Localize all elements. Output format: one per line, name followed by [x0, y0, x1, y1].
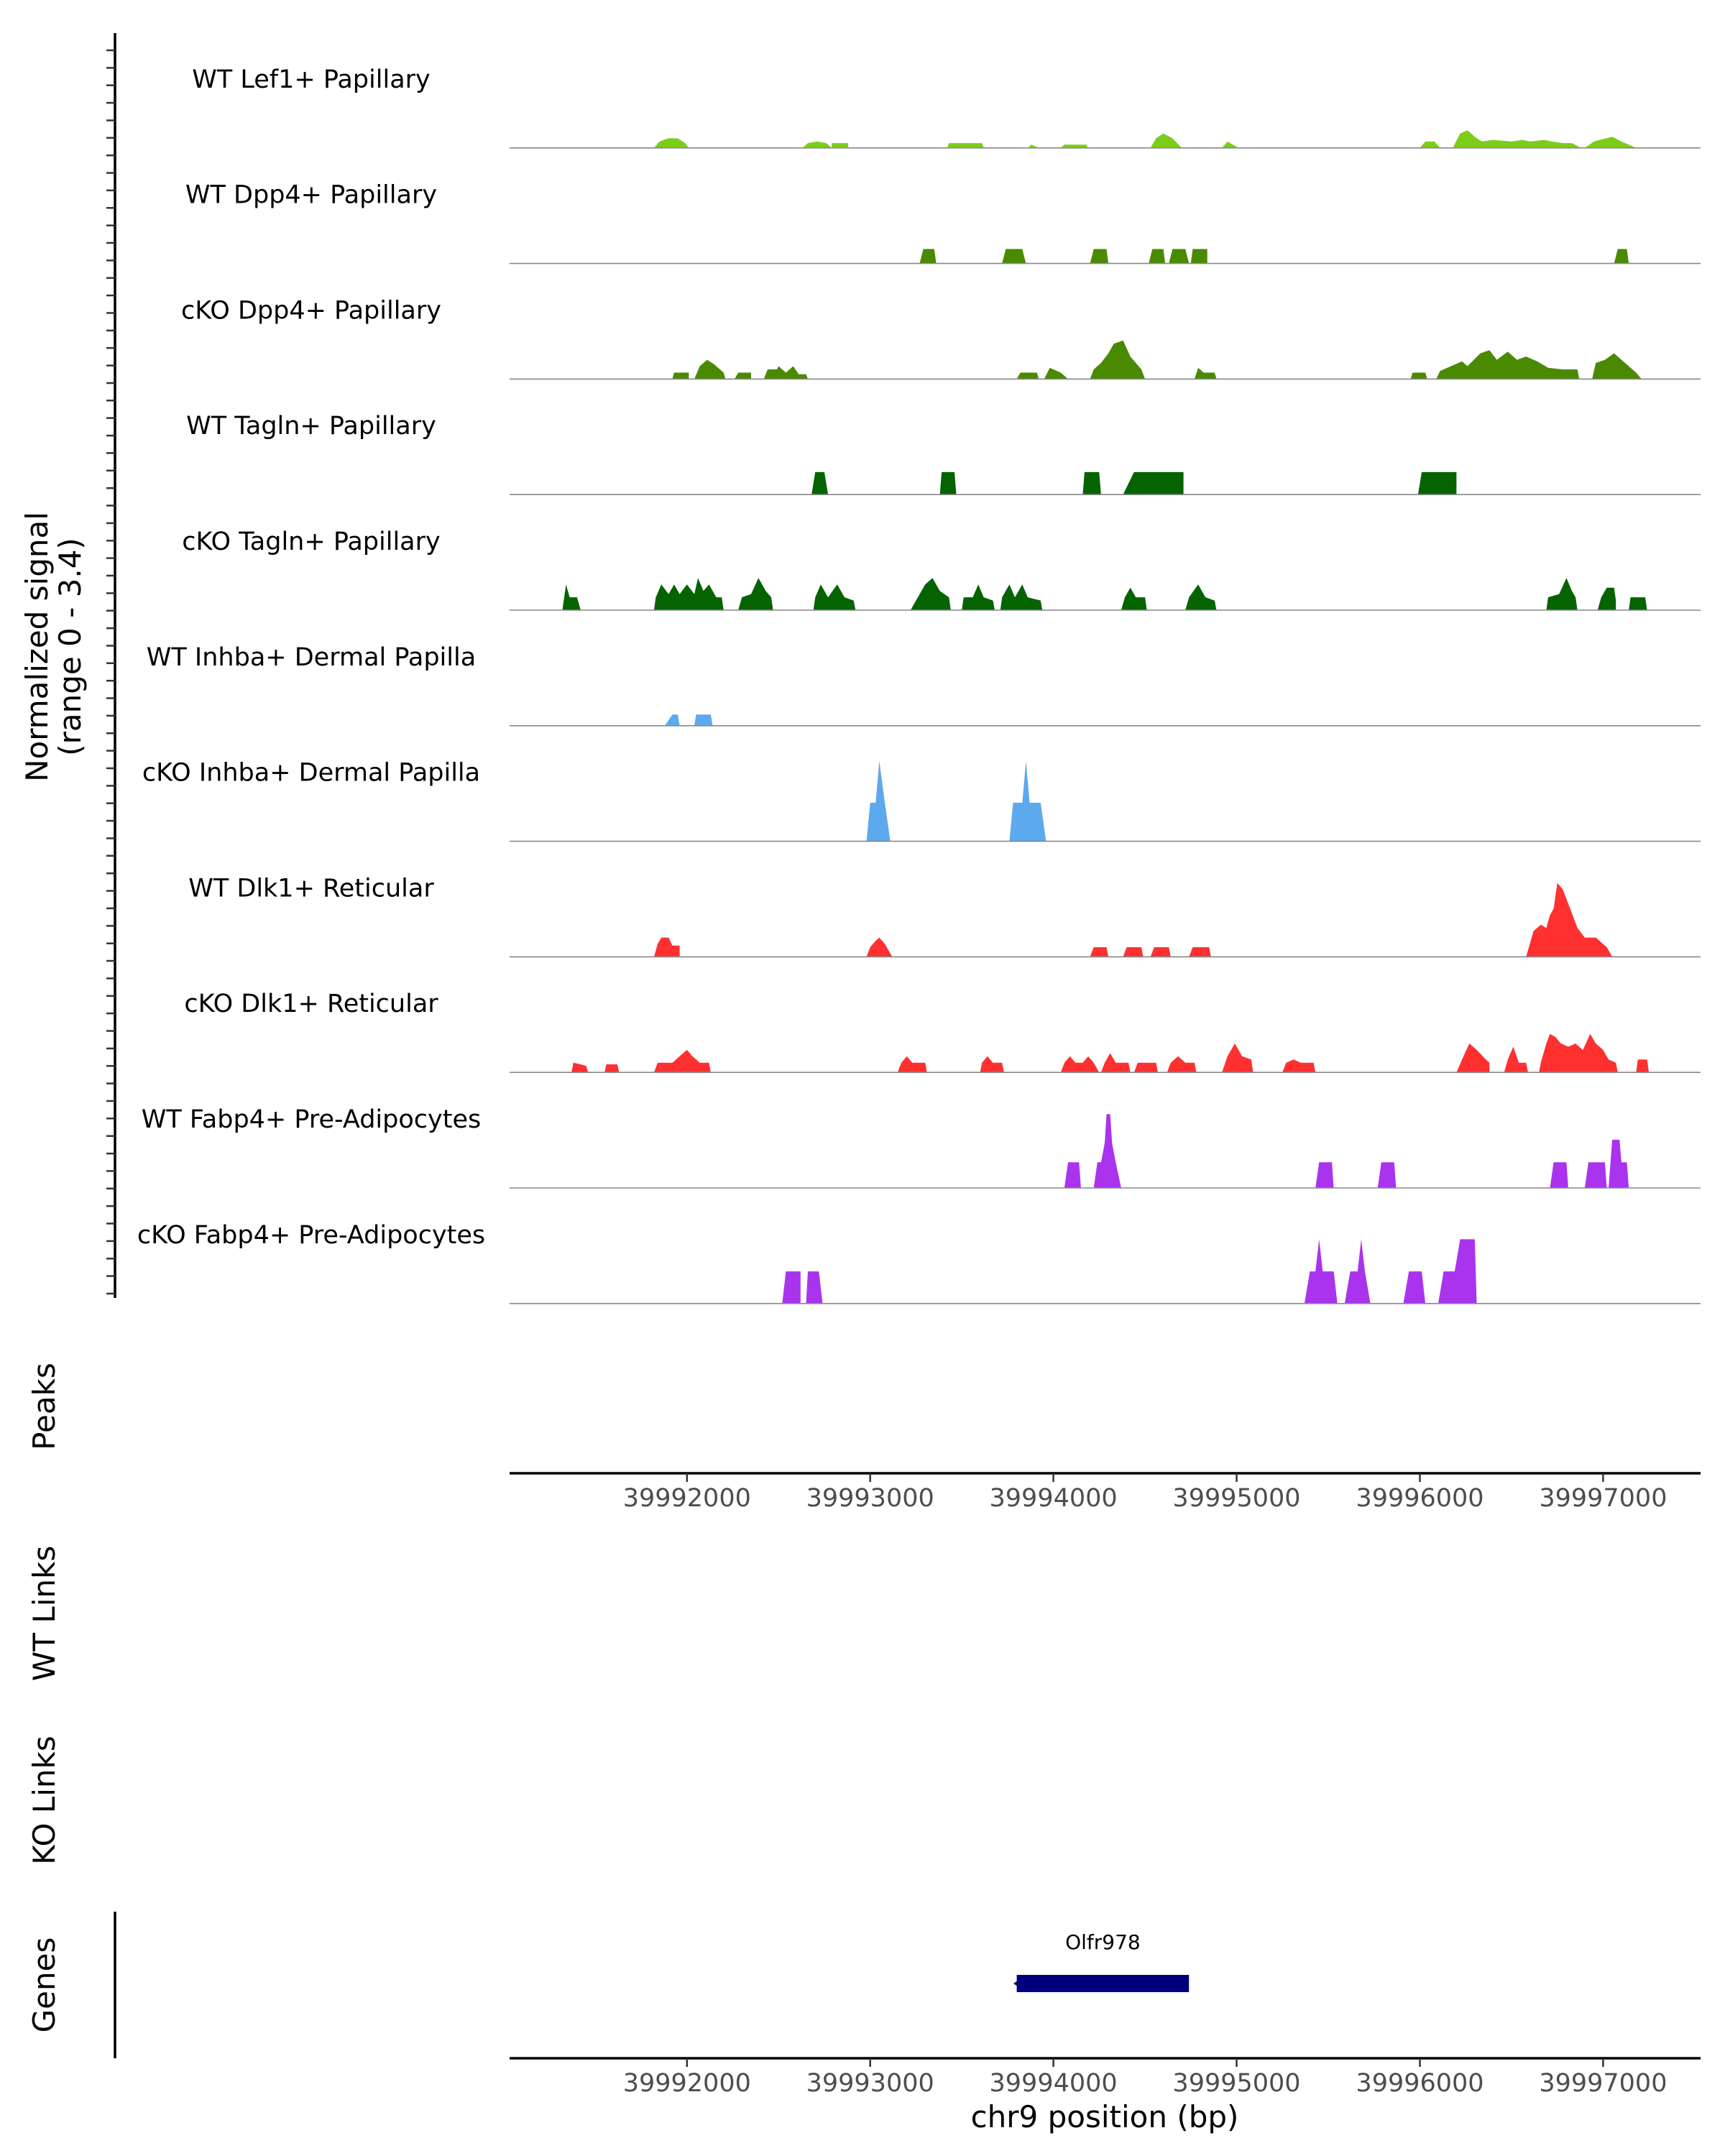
x-tick-label: 39996000 [1356, 2069, 1484, 2098]
track-11: cKO Fabp4+ Pre-Adipocytes [137, 1221, 1701, 1304]
track-5: cKO Tagln+ Papillary [182, 528, 1701, 611]
gene-body [1016, 1975, 1190, 1992]
track-coverage-area [782, 1239, 1477, 1304]
track-label: cKO Inhba+ Dermal Papilla [142, 759, 480, 788]
x-tick-label: 39993000 [806, 2069, 934, 2098]
coverage-tracks: WT Lef1+ Papillary WT Dpp4+ Papillary cKO … [137, 65, 1701, 1304]
x-tick-label: 39993000 [806, 1484, 934, 1513]
x-tick-label: 39995000 [1172, 1484, 1300, 1513]
track-coverage-area [562, 578, 1647, 610]
track-label: cKO Dlk1+ Reticular [184, 990, 438, 1018]
track-label: WT Dpp4+ Papillary [185, 181, 437, 210]
x-tick-label: 39997000 [1539, 1484, 1667, 1513]
track-label: cKO Tagln+ Papillary [182, 528, 441, 556]
track-9: cKO Dlk1+ Reticular [184, 990, 1701, 1073]
track-label: WT Dlk1+ Reticular [188, 874, 434, 903]
x-axis-top-ticks: 39992000 39993000 39994000 39995000 39996000… [623, 1473, 1667, 1513]
track-coverage-area [919, 249, 1629, 264]
wt-links-track-label: WT Links [27, 1546, 62, 1681]
track-coverage-area [866, 760, 1046, 842]
track-1: WT Lef1+ Papillary [192, 65, 1701, 149]
track-4: WT Tagln+ Papillary [186, 412, 1701, 496]
genes-track-title: Genes [27, 1938, 62, 2033]
ko-links-track-label: KO Links [27, 1736, 62, 1865]
track-8: WT Dlk1+ Reticular [188, 874, 1701, 958]
x-axis-title: chr9 position (bp) [971, 2099, 1239, 2134]
x-tick-label: 39995000 [1172, 2069, 1300, 2098]
y-axis-title-line-1: Normalized signal [19, 512, 55, 782]
track-coverage-area [571, 1033, 1650, 1073]
track-10: WT Fabp4+ Pre-Adipocytes [142, 1105, 1701, 1189]
track-label: WT Inhba+ Dermal Papilla [147, 643, 476, 672]
track-label: WT Lef1+ Papillary [192, 65, 431, 94]
gene-olfr978: Olfr978 [1013, 1930, 1190, 1992]
track-6: WT Inhba+ Dermal Papilla [147, 643, 1701, 727]
track-coverage-area [811, 471, 1457, 495]
track-coverage-area [653, 130, 1637, 148]
track-3: cKO Dpp4+ Papillary [181, 296, 1701, 380]
track-2: WT Dpp4+ Papillary [185, 181, 1701, 264]
track-coverage-area [665, 714, 713, 726]
x-axis-bottom-ticks: 39992000 39993000 39994000 39995000 39996000… [623, 2058, 1667, 2098]
x-tick-label: 39994000 [990, 2069, 1118, 2098]
genes-track-label: Genes [27, 1938, 62, 2033]
y-axis-title: Normalized signal (range 0 - 3.4) [19, 512, 88, 782]
gene-label: Olfr978 [1065, 1930, 1141, 1954]
x-tick-label: 39996000 [1356, 1484, 1484, 1513]
gene-annotations: Olfr978 [1013, 1930, 1190, 1992]
x-tick-label: 39997000 [1539, 2069, 1667, 2098]
wt-links-track-title: WT Links [27, 1546, 62, 1681]
track-7: cKO Inhba+ Dermal Papilla [142, 759, 1701, 842]
peaks-track-title: Peaks [27, 1363, 62, 1450]
track-label: WT Fabp4+ Pre-Adipocytes [142, 1105, 481, 1134]
coverage-axis-ticks [106, 49, 115, 1295]
x-tick-label: 39992000 [623, 2069, 751, 2098]
track-label: cKO Fabp4+ Pre-Adipocytes [137, 1221, 485, 1250]
track-label: cKO Dpp4+ Papillary [181, 296, 441, 325]
track-label: WT Tagln+ Papillary [186, 412, 436, 441]
x-tick-label: 39992000 [623, 1484, 751, 1513]
gene-strand-arrow [1013, 1976, 1025, 1991]
peaks-track-label: Peaks [27, 1363, 62, 1450]
ko-links-track-title: KO Links [27, 1736, 62, 1865]
y-axis-title-line-2: (range 0 - 3.4) [52, 538, 88, 756]
track-coverage-area [672, 340, 1642, 379]
x-tick-label: 39994000 [990, 1484, 1118, 1513]
